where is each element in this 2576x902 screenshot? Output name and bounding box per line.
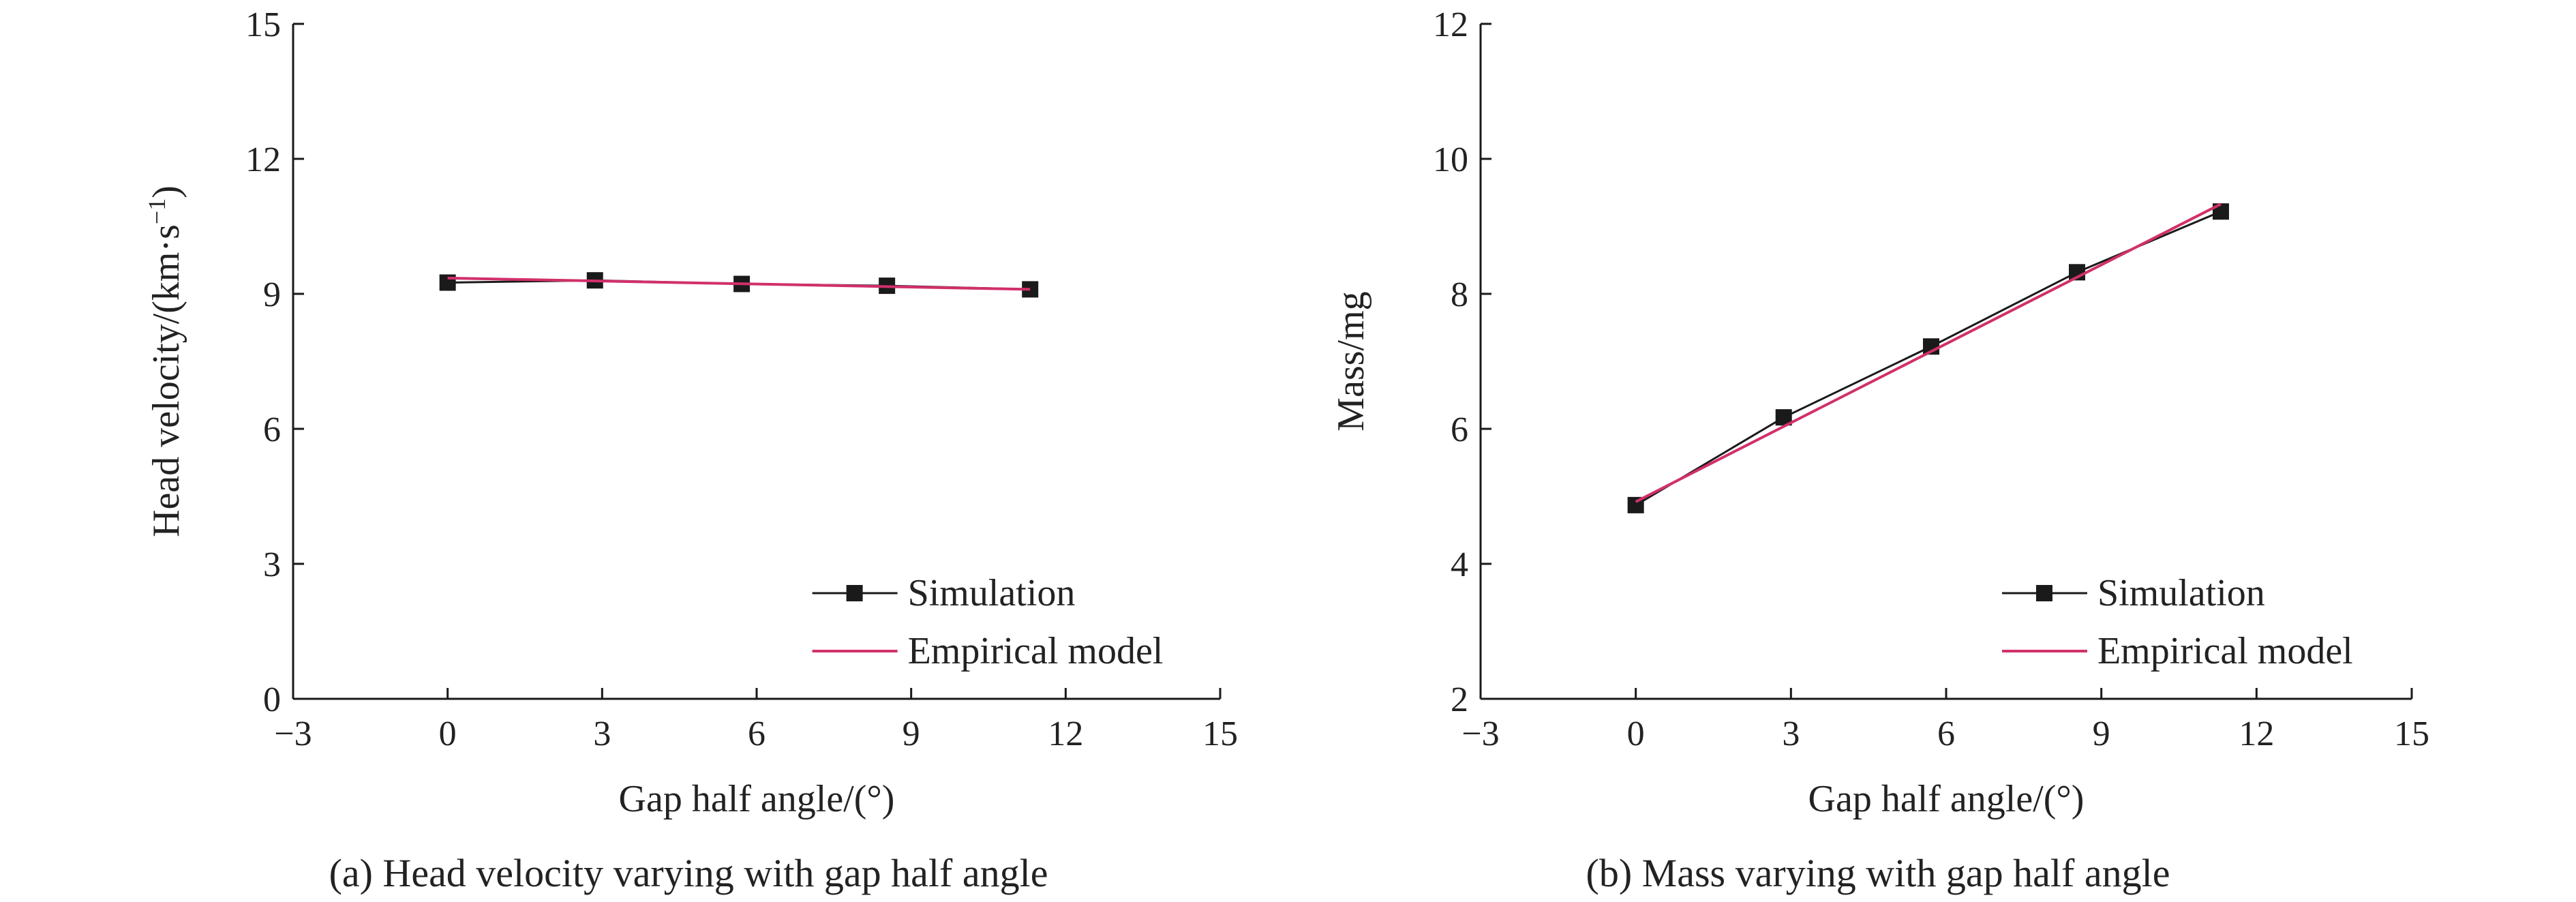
y-tick-label: 6 (1451, 410, 1468, 449)
x-tick-label: 6 (1937, 715, 1955, 753)
x-tick-label: 15 (2394, 715, 2429, 753)
y-tick-label: 2 (1451, 680, 1468, 719)
x-tick-label: 6 (748, 715, 766, 753)
legend-label: Simulation (908, 572, 1076, 614)
x-tick-label: 12 (1048, 715, 1083, 753)
y-tick-label: 8 (1451, 275, 1468, 314)
x-tick-label: −3 (274, 715, 312, 753)
x-tick-label: 3 (593, 715, 611, 753)
x-tick-label: 9 (903, 715, 920, 753)
x-tick-label: 0 (439, 715, 457, 753)
series-line-empirical-model (1635, 202, 2222, 503)
series-line-simulation (1635, 210, 2222, 507)
y-tick-label: 10 (1433, 140, 1468, 179)
legend-label: Simulation (2097, 572, 2265, 614)
legend-marker (2035, 585, 2052, 601)
legend-marker (846, 585, 863, 601)
x-tick-label: 12 (2239, 715, 2274, 753)
y-axis-title: Head velocity/(km·s−1) (143, 185, 187, 537)
x-tick-label: 3 (1782, 715, 1800, 753)
panel-caption: (b) Mass varying with gap half angle (1586, 851, 2170, 895)
panel-b: −3 0 3 6 9 12 15 2 4 6 8 10 12 Gap half angle/(°) Mass… (1330, 5, 2429, 895)
x-tick-label: 9 (2093, 715, 2110, 753)
x-tick-label: 15 (1202, 715, 1238, 753)
panel-caption: (a) Head velocity varying with gap half … (329, 851, 1048, 895)
x-axis-title: Gap half angle/(°) (619, 778, 895, 820)
y-tick-label: 6 (263, 410, 281, 449)
legend-label: Empirical model (908, 630, 1164, 672)
x-axis-title: Gap half angle/(°) (1808, 778, 2085, 820)
y-axis-title: Mass/mg (1330, 291, 1372, 431)
y-tick-label: 4 (1451, 545, 1468, 584)
y-tick-label: 12 (245, 140, 281, 179)
x-tick-label: 0 (1627, 715, 1645, 753)
legend-label: Empirical model (2097, 630, 2353, 672)
y-tick-label: 3 (263, 545, 281, 584)
y-tick-label: 12 (1433, 5, 1468, 44)
y-tick-label: 0 (263, 680, 281, 719)
y-tick-label: 15 (245, 5, 281, 44)
x-tick-label: −3 (1461, 715, 1499, 753)
y-tick-label: 9 (263, 275, 281, 314)
series-line-empirical-model (447, 276, 1031, 291)
